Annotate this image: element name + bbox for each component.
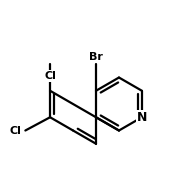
Text: N: N [137, 111, 147, 124]
Text: Cl: Cl [44, 71, 56, 81]
Text: Br: Br [89, 52, 103, 62]
Text: Cl: Cl [9, 125, 21, 135]
